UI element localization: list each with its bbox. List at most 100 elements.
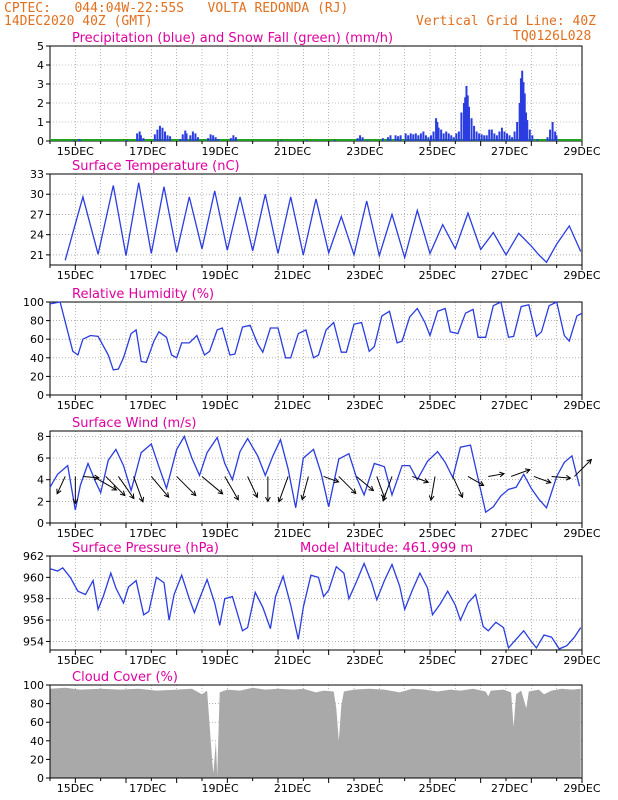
precip-bar: [214, 137, 217, 141]
precip-bar: [485, 135, 488, 141]
precip-bar: [404, 133, 407, 141]
precip-bar: [445, 131, 448, 141]
panel-title: Precipitation (blue) and Snow Fall (gree…: [72, 31, 393, 46]
precip-bar: [333, 140, 336, 141]
precip-bar: [161, 127, 164, 141]
wind-arrow-head: [350, 488, 357, 495]
y-tick-label: 2: [37, 495, 44, 508]
precip-bar: [436, 122, 439, 141]
x-tick-label: 23DEC: [346, 145, 383, 158]
wind-arrow: [323, 475, 339, 483]
y-tick-label: 0: [37, 772, 44, 785]
wind-arrow-head: [333, 477, 340, 484]
wind-arrow-head: [190, 490, 197, 497]
wind-arrow-head: [252, 492, 259, 499]
precip-bar: [232, 135, 235, 141]
y-tick-label: 958: [23, 593, 44, 606]
wind-arrow: [56, 476, 66, 494]
precip-bar: [181, 134, 184, 141]
precip-bar: [440, 129, 443, 141]
panel-title: Surface Wind (m/s): [72, 416, 196, 431]
y-tick-label: 40: [30, 352, 44, 365]
precip-bar: [142, 138, 145, 141]
y-tick-label: 20: [30, 753, 44, 766]
precip-bar: [483, 135, 486, 141]
precip-bar: [164, 131, 166, 141]
wind-arrow-head: [111, 485, 118, 491]
precip-bar: [549, 129, 552, 141]
x-tick-label: 19DEC: [202, 782, 239, 795]
x-tick-label: 17DEC: [129, 399, 166, 412]
precip-bar: [209, 134, 212, 141]
header-date: 14DEC2020 40Z (GMT): [4, 14, 153, 29]
precip-bar: [465, 85, 468, 141]
wind-arrow-head: [300, 494, 307, 501]
precip-bar: [470, 118, 473, 141]
precip-bar: [136, 133, 139, 141]
precip-bar: [79, 140, 82, 141]
precip-bar: [366, 140, 369, 141]
precip-bar: [156, 129, 159, 141]
y-tick-label: 960: [23, 571, 44, 584]
x-tick-label: 29DEC: [563, 269, 600, 282]
wind-arrow: [301, 476, 309, 500]
precip-bar: [427, 137, 430, 141]
wind-arrow-head: [94, 474, 100, 481]
x-tick-label: 25DEC: [419, 399, 456, 412]
wind-arrow-head: [138, 496, 145, 503]
wind-arrow-head: [119, 490, 126, 497]
precip-bar: [158, 125, 161, 141]
y-tick-label: 60: [30, 716, 44, 729]
wind-arrow-head: [129, 493, 135, 500]
x-tick-label: 17DEC: [129, 654, 166, 667]
y-tick-label: 24: [30, 229, 44, 242]
x-tick-label: 25DEC: [419, 654, 456, 667]
x-tick-label: 27DEC: [491, 654, 528, 667]
precip-bar: [394, 135, 397, 141]
precip-bar: [424, 135, 427, 141]
precip-bar: [490, 129, 493, 141]
precip-bar: [430, 135, 432, 141]
y-tick-label: 0: [37, 135, 44, 148]
precip-bar: [169, 136, 172, 141]
wind-arrow: [452, 476, 463, 498]
precip-bar: [508, 135, 511, 141]
wind-arrow: [176, 476, 197, 496]
precip-bar: [399, 135, 402, 141]
y-tick-label: 8: [37, 430, 44, 443]
wind-arrow: [150, 476, 170, 498]
y-tick-label: 100: [23, 679, 44, 692]
wind-arrow-head: [72, 498, 79, 505]
wind-arrow: [247, 476, 258, 498]
wind-arrow: [224, 476, 239, 501]
precip-bar: [526, 120, 529, 141]
precip-bar: [464, 97, 467, 141]
x-tick-label: 23DEC: [346, 782, 383, 795]
humidity-line: [49, 301, 583, 371]
wind-arrow: [488, 473, 505, 477]
y-tick-label: 4: [37, 474, 44, 487]
x-tick-label: 21DEC: [274, 654, 311, 667]
precip-bar: [432, 131, 435, 141]
y-tick-label: 100: [23, 296, 44, 309]
precip-bar: [457, 131, 460, 141]
x-tick-label: 23DEC: [346, 399, 383, 412]
precip-bar: [77, 139, 80, 141]
precip-bar: [480, 134, 483, 141]
wind-arrow-head: [524, 468, 531, 474]
header-location: CPTEC: 044:04W-22:55S VOLTA REDONDA (RJ): [4, 1, 349, 16]
precip-bar: [361, 137, 364, 141]
precip-bar: [397, 136, 400, 141]
precip-bar: [554, 131, 557, 141]
y-tick-label: 962: [23, 550, 44, 563]
precip-bar: [184, 130, 187, 141]
y-tick-label: 0: [37, 517, 44, 530]
panel-title: Relative Humidity (%): [72, 287, 214, 302]
precip-bar: [419, 133, 422, 141]
precip-bar: [191, 131, 194, 141]
wind-arrow: [117, 476, 135, 499]
precip-bar: [493, 133, 496, 141]
precip-bar: [437, 127, 440, 141]
